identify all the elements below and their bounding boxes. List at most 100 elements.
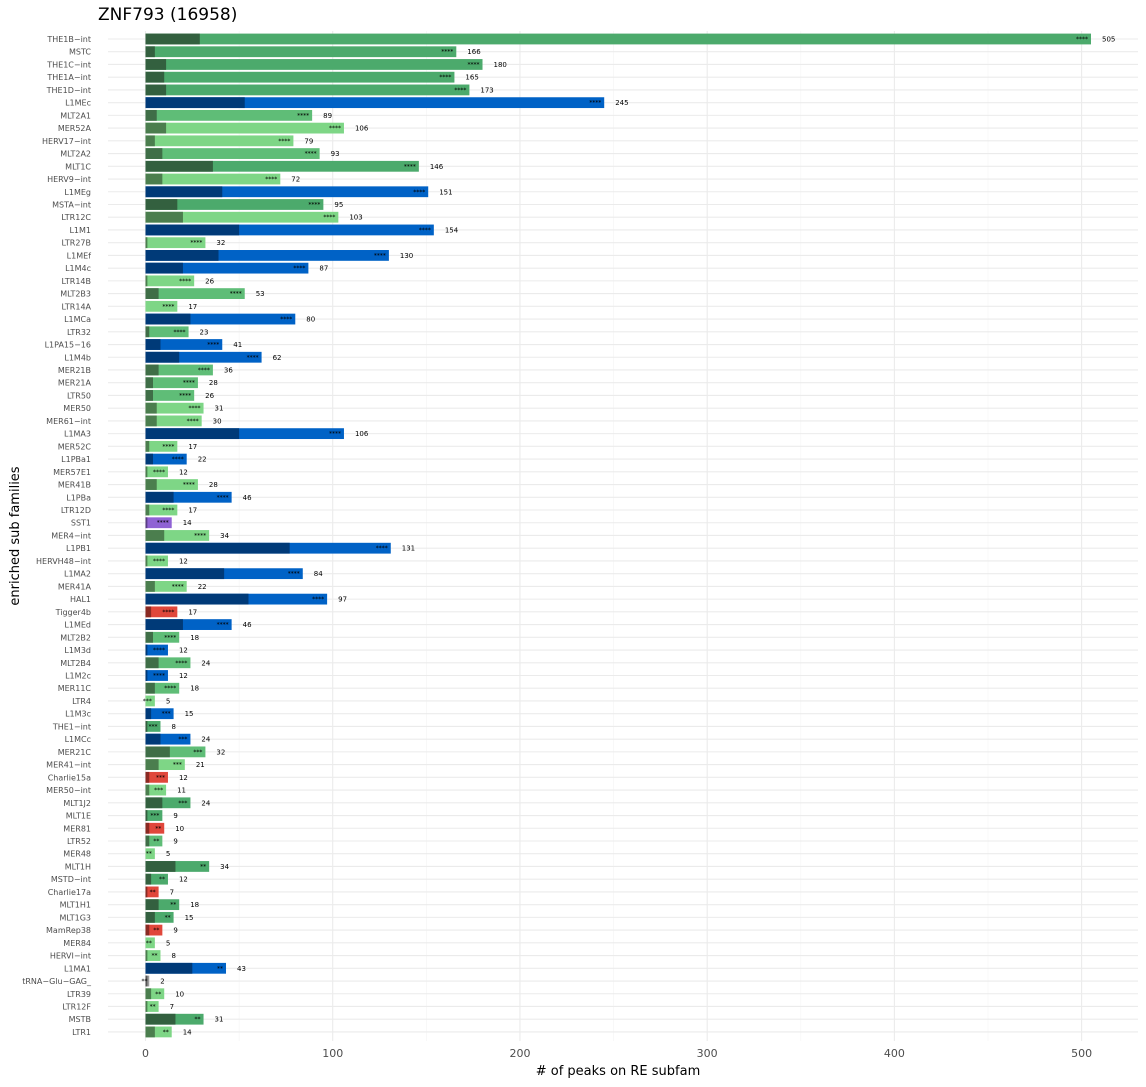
bar-total	[145, 733, 191, 745]
bar-total	[145, 440, 178, 452]
value-label: 15	[185, 710, 194, 718]
value-label: 36	[224, 366, 233, 374]
y-tick-label: THE1B−int	[46, 35, 91, 44]
bar-total	[145, 46, 457, 58]
y-tick-label: L1MCa	[64, 315, 91, 324]
y-tick-label: L1M4c	[65, 264, 91, 273]
y-tick-label: MER52C	[58, 442, 92, 451]
value-label: 165	[465, 74, 478, 82]
value-label: 28	[209, 481, 218, 489]
significance-label: ****	[589, 100, 601, 107]
bar-total	[145, 988, 165, 1000]
value-label: 95	[334, 201, 343, 209]
bar-inner	[145, 797, 163, 809]
y-tick-label: HERVI−int	[50, 952, 91, 961]
value-label: 9	[173, 837, 177, 845]
y-tick-label: MLT1E	[66, 812, 91, 821]
bar-inner	[145, 555, 148, 567]
value-label: 5	[166, 939, 170, 947]
y-tick-label: L1MEf	[67, 251, 92, 260]
significance-label: ****	[183, 380, 195, 387]
significance-label: **	[170, 902, 176, 909]
bar-inner	[145, 491, 174, 503]
bar-inner	[145, 440, 150, 452]
bar-total	[145, 97, 605, 109]
bar-inner	[145, 746, 170, 758]
value-label: 106	[355, 125, 369, 133]
y-tick-label: L1M3c	[65, 710, 91, 719]
value-label: 7	[170, 1003, 174, 1011]
bar-inner	[145, 962, 193, 974]
bar-total	[145, 606, 178, 618]
bar-inner	[145, 415, 157, 427]
significance-label: ****	[308, 201, 320, 208]
bar-inner	[145, 886, 148, 898]
bar-inner	[145, 59, 167, 70]
bar-inner	[145, 911, 155, 923]
bar-inner	[145, 530, 165, 541]
y-axis-title: enriched sub families	[8, 466, 23, 605]
y-tick-label: MamRep38	[46, 926, 91, 935]
y-tick-label: L1PB1	[66, 544, 91, 553]
bar-inner	[145, 1001, 148, 1012]
value-label: 8	[171, 723, 175, 731]
significance-label: ***	[162, 711, 171, 718]
value-label: 46	[243, 494, 252, 502]
significance-label: ***	[143, 698, 152, 705]
value-label: 12	[179, 647, 188, 655]
y-tick-label: LTR14A	[62, 302, 92, 311]
y-tick-label: MLT2A2	[60, 150, 91, 159]
significance-label: ****	[278, 138, 290, 145]
bar-inner	[145, 339, 161, 350]
bar-total	[145, 848, 155, 860]
value-label: 14	[183, 519, 192, 527]
significance-label: **	[146, 940, 152, 947]
bar-total	[145, 288, 245, 299]
value-label: 87	[319, 265, 328, 273]
significance-label: ***	[193, 749, 202, 756]
x-tick-label: 0	[142, 1047, 149, 1060]
significance-label: **	[146, 851, 152, 858]
bar-total	[145, 377, 198, 389]
value-label: 151	[439, 188, 452, 196]
y-tick-label: MLT2A1	[60, 111, 91, 120]
bar-inner	[145, 631, 153, 643]
value-label: 7	[170, 888, 174, 896]
bar-total	[145, 759, 185, 771]
value-label: 17	[188, 443, 197, 451]
bars	[145, 33, 1091, 1038]
y-tick-label: Charlie17a	[48, 888, 91, 897]
value-label: 180	[494, 61, 507, 69]
y-tick-label: MLT2B4	[60, 659, 91, 668]
y-tick-label: LTR32	[67, 328, 91, 337]
significance-label: ***	[154, 787, 163, 794]
significance-label: ***	[173, 762, 182, 769]
value-label: 93	[331, 150, 340, 158]
bar-inner	[145, 262, 183, 274]
bar-inner	[145, 835, 150, 847]
y-tick-label: HAL1	[70, 595, 91, 604]
value-label: 17	[188, 303, 197, 311]
value-label: 173	[480, 86, 493, 94]
y-tick-label: MSTC	[69, 48, 91, 57]
bar-total	[145, 275, 195, 287]
significance-label: **	[163, 1029, 169, 1036]
significance-label: ***	[156, 774, 165, 781]
bar-total	[145, 695, 155, 707]
x-tick-label: 100	[322, 1047, 343, 1060]
significance-label: ****	[1076, 36, 1088, 43]
y-tick-label: MER61−int	[46, 417, 91, 426]
value-label: 130	[400, 252, 413, 260]
bar-inner	[145, 1026, 155, 1038]
bar-inner	[145, 402, 157, 414]
bar-total	[145, 619, 232, 630]
value-label: 15	[185, 914, 194, 922]
value-label: 79	[304, 137, 313, 145]
significance-label: ****	[329, 431, 341, 438]
bar-total	[145, 682, 180, 694]
significance-label: ****	[441, 49, 453, 56]
y-tick-label: HERVH48−int	[36, 557, 91, 566]
value-label: 24	[201, 659, 210, 667]
value-label: 146	[430, 163, 444, 171]
